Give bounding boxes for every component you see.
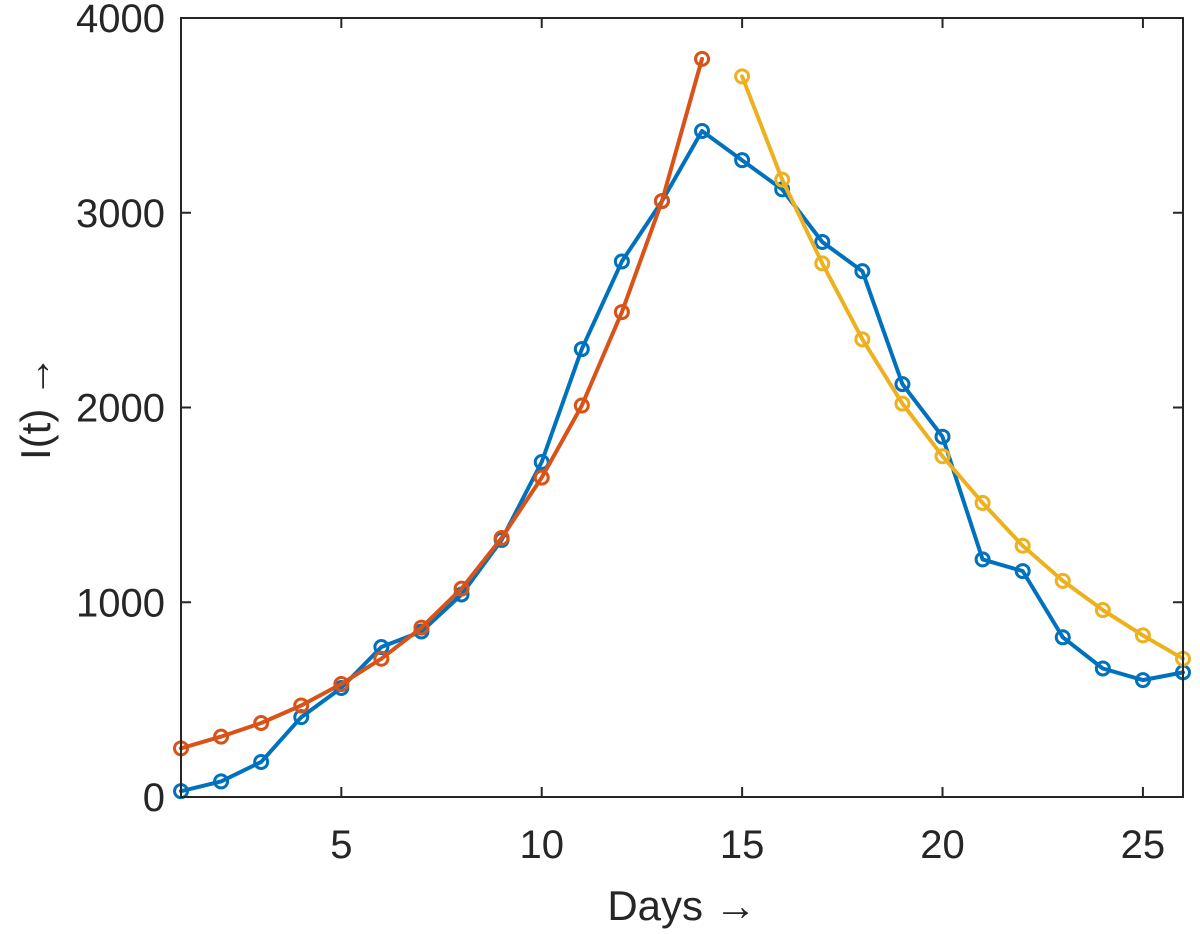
y-tick-label: 0: [143, 776, 165, 820]
data-point: [694, 50, 711, 67]
data-point: [814, 255, 831, 272]
data-point: [1134, 627, 1151, 644]
data-point: [1014, 563, 1031, 580]
data-point: [1054, 572, 1071, 589]
plot-series-layer: [173, 50, 1191, 800]
series-1: [173, 122, 1191, 800]
data-point: [734, 152, 751, 169]
data-point: [814, 233, 831, 250]
series-3: [734, 68, 1191, 667]
data-point: [213, 728, 230, 745]
data-point: [373, 650, 390, 667]
data-point: [1094, 660, 1111, 677]
x-tick-label: 5: [330, 823, 352, 867]
data-point: [854, 331, 871, 348]
data-point: [533, 469, 550, 486]
data-point: [974, 494, 991, 511]
data-point: [854, 263, 871, 280]
data-point: [734, 68, 751, 85]
data-point: [453, 580, 470, 597]
data-point: [894, 395, 911, 412]
series-2: [173, 50, 711, 757]
y-tick-label: 1000: [76, 581, 165, 625]
x-tick-label: 10: [519, 823, 564, 867]
data-point: [613, 304, 630, 321]
data-point: [1094, 602, 1111, 619]
data-point: [573, 341, 590, 358]
x-tick-label: 25: [1121, 823, 1166, 867]
data-point: [894, 376, 911, 393]
data-point: [1054, 629, 1071, 646]
data-point: [413, 619, 430, 636]
data-point: [253, 753, 270, 770]
y-tick-label: 4000: [76, 0, 165, 41]
y-tick-label: 2000: [76, 387, 165, 431]
data-point: [613, 253, 630, 270]
x-axis-label: Days →: [607, 882, 756, 929]
series-line: [179, 56, 704, 751]
data-point: [253, 714, 270, 731]
data-point: [213, 773, 230, 790]
x-tick-label: 15: [720, 823, 765, 867]
tick-layer: 5 10 15 20 25 0 1000 2000 3000 4000: [76, 0, 1183, 867]
series-line: [740, 74, 1185, 661]
x-tick-label: 20: [920, 823, 965, 867]
data-point: [934, 448, 951, 465]
data-point: [573, 397, 590, 414]
series-line: [179, 129, 1185, 794]
y-axis-label: I(t) →: [12, 355, 59, 460]
data-point: [934, 428, 951, 445]
y-tick-label: 3000: [76, 192, 165, 236]
data-point: [694, 122, 711, 139]
data-point: [774, 171, 791, 188]
data-point: [333, 676, 350, 693]
data-point: [493, 529, 510, 546]
data-point: [1014, 537, 1031, 554]
data-point: [653, 193, 670, 210]
data-point: [1134, 672, 1151, 689]
data-point: [293, 697, 310, 714]
data-point: [974, 551, 991, 568]
